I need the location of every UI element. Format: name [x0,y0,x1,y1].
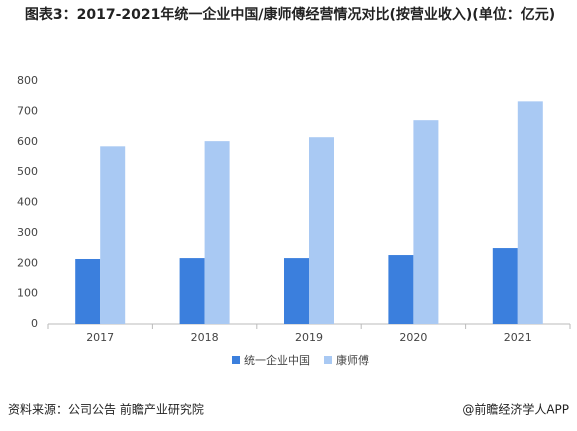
y-tick-label: 500 [17,165,38,178]
y-tick-label: 0 [31,317,38,330]
x-tick-label: 2020 [399,331,427,344]
y-tick-label: 700 [17,104,38,117]
y-tick-label: 800 [17,74,38,87]
source: 资料来源：公司公告 前瞻产业研究院 [8,402,204,417]
legend-swatch [232,356,240,364]
credit: @前瞻经济学人APP [462,402,569,417]
bar [492,248,518,324]
x-tick-label: 2021 [504,331,532,344]
bar [517,101,543,324]
bar [413,120,439,324]
bar [100,146,126,324]
y-tick-label: 300 [17,226,38,239]
bar [179,258,205,324]
chart-title: 图表3：2017-2021年统一企业中国/康师傅经营情况对比(按营业收入)(单位… [24,7,556,23]
bar [284,258,309,324]
legend-label: 统一企业中国 [244,353,310,367]
bar [75,258,101,324]
legend-swatch [324,356,332,364]
x-tick-label: 2019 [295,331,323,344]
bar [204,141,230,324]
y-tick-label: 400 [17,196,38,209]
x-tick-label: 2017 [86,331,114,344]
legend-label: 康师傅 [336,353,369,367]
y-tick-label: 600 [17,135,38,148]
y-tick-label: 100 [17,287,38,300]
x-tick-label: 2018 [191,331,219,344]
bar [388,255,414,324]
bar [309,137,334,324]
y-tick-label: 200 [17,256,38,269]
